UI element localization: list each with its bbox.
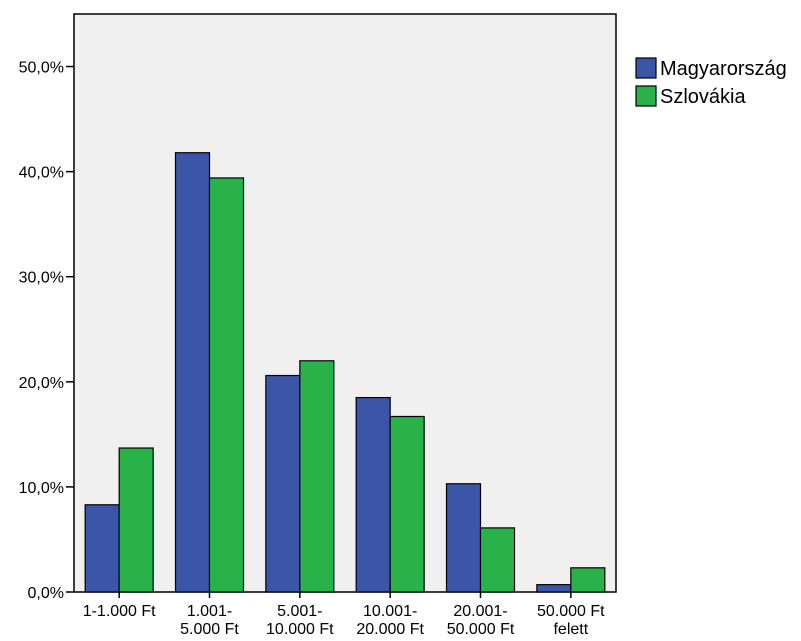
bar-szlovakia xyxy=(479,527,516,593)
x-tick-label-line: 10.000 Ft xyxy=(266,621,334,638)
x-tick-label-line: 10.001- xyxy=(363,603,417,620)
x-tick-label: 20.001-50.000 Ft xyxy=(447,603,515,638)
x-tick-label: 50.000 Ft felett xyxy=(537,603,605,638)
x-tick-label: 1.001-5.000 Ft xyxy=(180,603,239,638)
legend-swatch xyxy=(635,57,657,79)
bar-szlovakia xyxy=(208,177,245,593)
bar-szlovakia xyxy=(299,360,335,593)
y-tick-label: 40,0% xyxy=(19,165,64,182)
x-tick-label-line: 1.001- xyxy=(187,603,232,620)
x-tick-label-line: 20.001- xyxy=(453,603,507,620)
y-tick-label: 0,0% xyxy=(28,585,64,602)
legend-label: Szlovákia xyxy=(660,86,746,108)
bar-magyarorszag xyxy=(84,504,120,593)
x-tick-label: 1-1.000 Ft xyxy=(83,603,156,620)
y-tick-label: 10,0% xyxy=(19,480,64,497)
legend-label: Magyarország xyxy=(660,58,787,80)
bar-szlovakia xyxy=(570,567,606,593)
bars xyxy=(84,152,606,593)
x-tick-label: 5.001-10.000 Ft xyxy=(266,603,334,638)
plot-area xyxy=(73,13,617,593)
x-tick-label-line: 50.000 Ft xyxy=(447,621,515,638)
legend: Magyarország Szlovákia xyxy=(635,57,787,108)
bar-magyarorszag xyxy=(355,396,391,593)
y-tick-label: 50,0% xyxy=(19,60,64,77)
y-tick-label: 20,0% xyxy=(19,375,64,392)
x-tick-label: 10.001-20.000 Ft xyxy=(356,603,424,638)
x-tick-label-line: 1-1.000 Ft xyxy=(83,603,156,620)
bar-magyarorszag xyxy=(536,584,572,593)
x-axis: 1-1.000 Ft 1.001-5.000 Ft5.001-10.000 Ft1… xyxy=(83,592,605,638)
bar-magyarorszag xyxy=(174,152,211,593)
legend-swatch xyxy=(635,85,657,107)
bar-magyarorszag xyxy=(445,483,482,593)
x-tick-label-line: 5.001- xyxy=(277,603,322,620)
bar-szlovakia xyxy=(389,415,425,593)
x-tick-label-line: 5.000 Ft xyxy=(180,621,239,638)
y-axis: 0,0% 10,0% 20,0% 30,0% 40,0% 50,0% xyxy=(19,60,74,602)
x-tick-label-line: 20.000 Ft xyxy=(356,621,424,638)
bar-magyarorszag xyxy=(265,374,301,593)
x-tick-label-line: felett xyxy=(553,621,588,638)
y-tick-label: 30,0% xyxy=(19,270,64,287)
bar-szlovakia xyxy=(118,447,154,593)
x-tick-label-line: 50.000 Ft xyxy=(537,603,605,620)
